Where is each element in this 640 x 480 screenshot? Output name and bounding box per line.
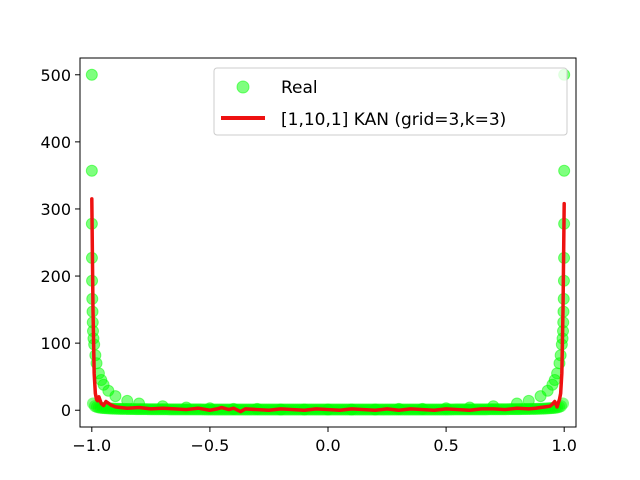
y-tick-label: 0 (61, 401, 71, 420)
x-tick-label: 0.0 (315, 436, 340, 455)
legend-label-real: Real (281, 78, 318, 98)
real-scatter-point (85, 68, 98, 81)
x-tick-label: 1.0 (551, 436, 576, 455)
y-tick-label: 100 (40, 334, 71, 353)
real-scatter-point (522, 394, 535, 407)
real-scatter-point (85, 164, 98, 177)
x-tick-label: −0.5 (190, 436, 229, 455)
real-scatter-point (558, 164, 571, 177)
legend-marker-real (236, 80, 250, 94)
y-tick-label: 300 (40, 200, 71, 219)
legend: Real [1,10,1] KAN (grid=3,k=3) (213, 67, 568, 136)
y-tick-label: 200 (40, 267, 71, 286)
real-scatter-point (121, 394, 134, 407)
y-tick-label: 400 (40, 133, 71, 152)
legend-label-kan: [1,10,1] KAN (grid=3,k=3) (281, 110, 506, 130)
real-scatter-point (109, 390, 122, 403)
x-tick-label: −1.0 (72, 436, 111, 455)
x-tick-label: 0.5 (433, 436, 458, 455)
y-tick-label: 500 (40, 66, 71, 85)
kan-fit-line (90, 197, 566, 414)
legend-box (213, 67, 568, 136)
